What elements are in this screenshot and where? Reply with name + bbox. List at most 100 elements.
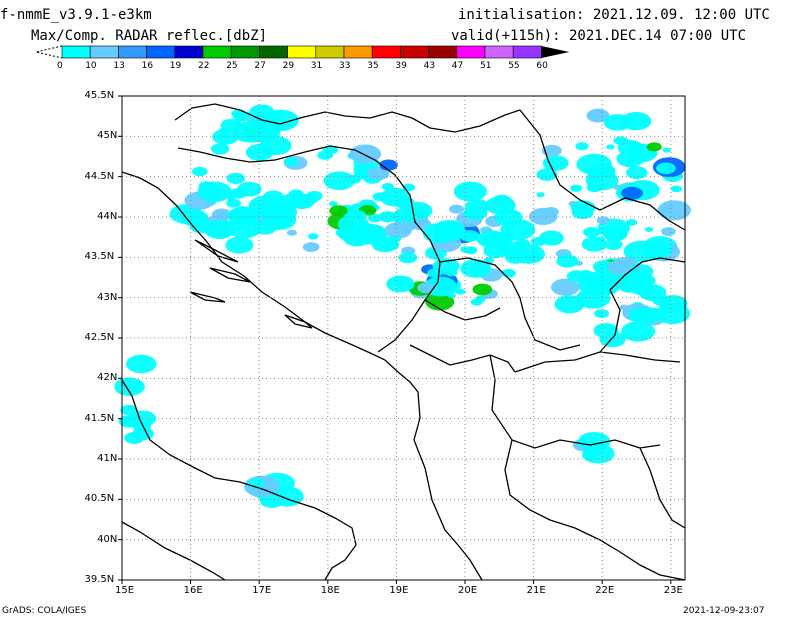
model-title: f-nmmE_v3.9.1-e3km [0, 7, 152, 23]
reflectivity-cell [323, 171, 355, 191]
colorbar-swatch [484, 45, 514, 59]
lat-label: 43.5N [84, 251, 115, 263]
colorbar-tick-label: 29 [282, 61, 295, 71]
reflectivity-cell [623, 240, 659, 262]
reflectivity-cell [654, 302, 691, 325]
reflectivity-cell [606, 168, 615, 174]
reflectivity-cell [305, 191, 323, 202]
reflectivity-cell [460, 246, 472, 253]
colorbar-under-triangle [35, 45, 63, 59]
valid-time: valid(+115h): 2021.DEC.14 07:00 UTC [451, 28, 747, 44]
lat-label: 44.5N [84, 170, 115, 182]
reflectivity-cell [644, 226, 654, 232]
colorbar-tick-label: 35 [367, 61, 379, 71]
reflectivity-cell [596, 236, 606, 242]
colorbar-tick-label: 39 [395, 61, 407, 71]
colorbar-swatch [512, 45, 542, 59]
reflectivity-cell [226, 172, 246, 185]
reflectivity-cell [500, 219, 536, 241]
reflectivity-cell [670, 185, 683, 193]
reflectivity-cell [367, 166, 390, 181]
reflectivity-cell [211, 208, 232, 221]
footer-timestamp: 2021-12-09-23:07 [683, 606, 765, 616]
lat-label: 45N [97, 130, 118, 142]
colorbar-tick-label: 31 [310, 61, 323, 71]
lat-label: 42N [97, 372, 118, 384]
reflectivity-cell [367, 213, 383, 223]
reflectivity-cell [379, 159, 398, 171]
reflectivity-cell [307, 233, 319, 240]
reflectivity-cell [402, 201, 433, 220]
reflectivity-cell [283, 157, 298, 166]
colorbar-swatch [89, 45, 119, 59]
reflectivity-cell [512, 244, 546, 264]
reflectivity-cell [619, 304, 629, 310]
lat-label: 45.5N [84, 90, 115, 101]
colorbar-tick-label: 27 [254, 61, 266, 71]
lon-label: 21E [526, 585, 546, 596]
colorbar-tick-label: 0 [57, 61, 63, 71]
reflectivity-cell [594, 309, 610, 319]
reflectivity-cell [248, 478, 265, 489]
reflectivity-cell [393, 221, 414, 234]
reflectivity-cell [596, 216, 610, 225]
colorbar-tick-label: 33 [339, 61, 351, 71]
reflectivity-cell [122, 420, 133, 427]
colorbar-swatch [428, 45, 458, 59]
reflectivity-cell [262, 190, 284, 204]
reflectivity-cell [126, 354, 157, 374]
reflectivity-cell [183, 209, 205, 222]
lat-label: 41N [97, 453, 118, 464]
reflectivity-cell [566, 270, 587, 283]
reflectivity-cell [570, 200, 596, 216]
lat-label: 39.5N [84, 574, 115, 585]
lon-label: 17E [252, 585, 272, 596]
reflectivity-cell [536, 168, 558, 181]
reflectivity-cell [472, 283, 493, 296]
reflectivity-cell [449, 204, 465, 214]
colorbar-swatch [146, 45, 176, 59]
reflectivity-cell [632, 306, 661, 324]
reflectivity-cell [538, 230, 564, 246]
colorbar-swatch [287, 45, 317, 59]
colorbar-swatch [343, 45, 373, 59]
reflectivity-cell [417, 282, 435, 294]
reflectivity-cell [621, 186, 643, 200]
colorbar-swatch [315, 45, 345, 59]
graticule [118, 95, 685, 584]
reflectivity-cell [476, 230, 506, 248]
colorbar [35, 45, 570, 59]
reflectivity-cell [433, 219, 466, 240]
colorbar-tick-label: 43 [423, 61, 436, 71]
reflectivity-cell [613, 136, 629, 145]
reflectivity-cell [212, 128, 239, 145]
reflectivity-cell [621, 321, 656, 342]
init-time: initialisation: 2021.12.09. 12:00 UTC [458, 7, 770, 23]
reflectivity-cell [586, 108, 610, 123]
reflectivity-cell [210, 143, 230, 155]
lon-label: 22E [595, 585, 615, 596]
colorbar-swatch [118, 45, 147, 59]
reflectivity-cell [604, 238, 623, 250]
reflectivity-cell [657, 200, 691, 221]
reflectivity-cell [626, 157, 635, 164]
colorbar-tick-label: 19 [169, 61, 182, 71]
footer-grads: GrADS: COLA/IGES [2, 606, 87, 616]
lat-label: 43N [97, 291, 118, 303]
reflectivity-cell [225, 236, 254, 254]
colorbar-tick-label: 16 [141, 61, 154, 71]
reflectivity-cell [197, 181, 232, 203]
reflectivity-cell [272, 211, 290, 222]
reflectivity-cell [636, 274, 656, 286]
colorbar-swatch [174, 45, 204, 59]
reflectivity-cell [596, 280, 608, 287]
reflectivity-cell [317, 150, 334, 160]
field-title: Max/Comp. RADAR reflec.[dbZ] [31, 28, 268, 44]
reflectivity-cell [288, 189, 304, 199]
colorbar-swatch [230, 45, 260, 59]
colorbar-swatch [259, 45, 288, 59]
reflectivity-cell [591, 289, 602, 296]
reflectivity-field [114, 104, 691, 508]
reflectivity-cell [302, 242, 320, 253]
